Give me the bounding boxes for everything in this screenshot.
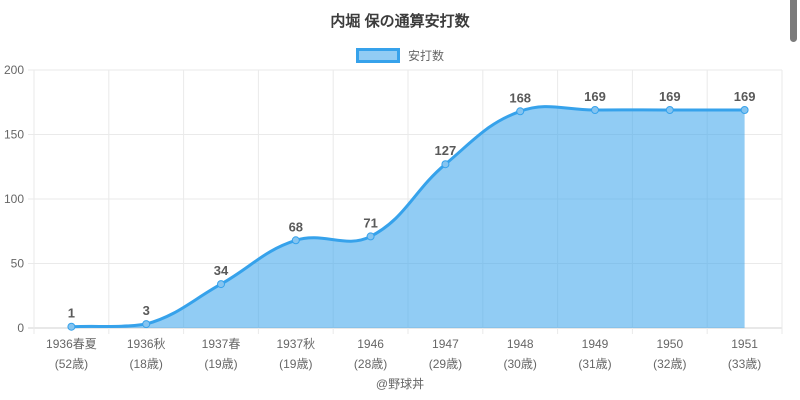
data-point-label: 71	[363, 215, 377, 230]
data-point[interactable]	[665, 106, 674, 114]
x-axis-tick-sublabel: (29歳)	[429, 357, 462, 371]
x-axis-tick-sublabel: (32歳)	[653, 357, 686, 371]
x-axis-tick-label: 1947	[432, 337, 459, 351]
x-axis-tick-label: 1948	[507, 337, 534, 351]
data-point-label: 68	[289, 219, 303, 234]
data-point[interactable]	[67, 322, 76, 331]
data-point[interactable]	[591, 106, 599, 114]
x-axis-tick-label: 1937秋	[276, 337, 315, 351]
data-point[interactable]	[217, 280, 225, 289]
data-point-label: 3	[143, 303, 150, 318]
x-axis-tick-label: 1949	[582, 337, 609, 351]
chart-title: 内堀 保の通算安打数	[330, 13, 470, 30]
x-axis-tick-label: 1951	[731, 337, 758, 351]
data-point-label: 127	[435, 143, 457, 158]
y-axis-tick-label: 50	[11, 257, 25, 271]
data-point-label: 168	[509, 90, 531, 105]
x-axis-tick-label: 1937春	[202, 337, 241, 351]
data-point-label: 34	[214, 263, 229, 278]
data-point[interactable]	[441, 160, 450, 169]
x-axis-tick-label: 1936春夏	[46, 337, 97, 351]
x-axis-tick-label: 1936秋	[127, 337, 166, 351]
x-axis-tick-sublabel: (33歳)	[728, 357, 761, 371]
y-axis-tick-label: 200	[4, 63, 24, 77]
data-point[interactable]	[516, 107, 525, 116]
data-point[interactable]	[142, 320, 151, 329]
y-axis-tick-label: 150	[4, 128, 24, 142]
x-axis-tick-sublabel: (19歳)	[204, 357, 237, 371]
legend-swatch	[355, 48, 400, 63]
data-point[interactable]	[740, 106, 749, 114]
data-point[interactable]	[366, 232, 375, 241]
legend: 安打数	[0, 47, 800, 64]
x-axis-tick-sublabel: (30歳)	[504, 357, 537, 371]
legend-label: 安打数	[407, 49, 444, 63]
data-point[interactable]	[291, 236, 300, 245]
legend-item-hits[interactable]: 安打数	[355, 47, 444, 64]
data-point-label: 169	[659, 89, 681, 104]
line-series	[69, 105, 747, 329]
y-axis-tick-label: 100	[4, 192, 24, 206]
x-axis-tick-label: 1946	[357, 337, 384, 351]
data-point-label: 169	[584, 89, 606, 104]
scrollbar-thumb[interactable]	[790, 0, 797, 42]
watermark-credit: @野球丼	[375, 377, 425, 391]
y-axis-tick-label: 0	[17, 321, 24, 335]
x-axis-tick-label: 1950	[656, 337, 683, 351]
x-axis-tick-sublabel: (31歳)	[578, 357, 611, 371]
x-axis-tick-sublabel: (28歳)	[354, 357, 387, 371]
x-axis-tick-sublabel: (19歳)	[279, 357, 312, 371]
data-point-label: 169	[734, 89, 756, 104]
x-axis-tick-sublabel: (18歳)	[130, 357, 163, 371]
data-point-label: 1	[68, 306, 75, 321]
x-axis-tick-sublabel: (52歳)	[55, 357, 88, 371]
